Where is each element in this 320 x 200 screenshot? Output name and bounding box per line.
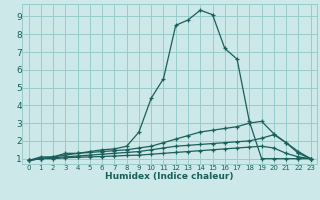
X-axis label: Humidex (Indice chaleur): Humidex (Indice chaleur) xyxy=(105,172,234,181)
